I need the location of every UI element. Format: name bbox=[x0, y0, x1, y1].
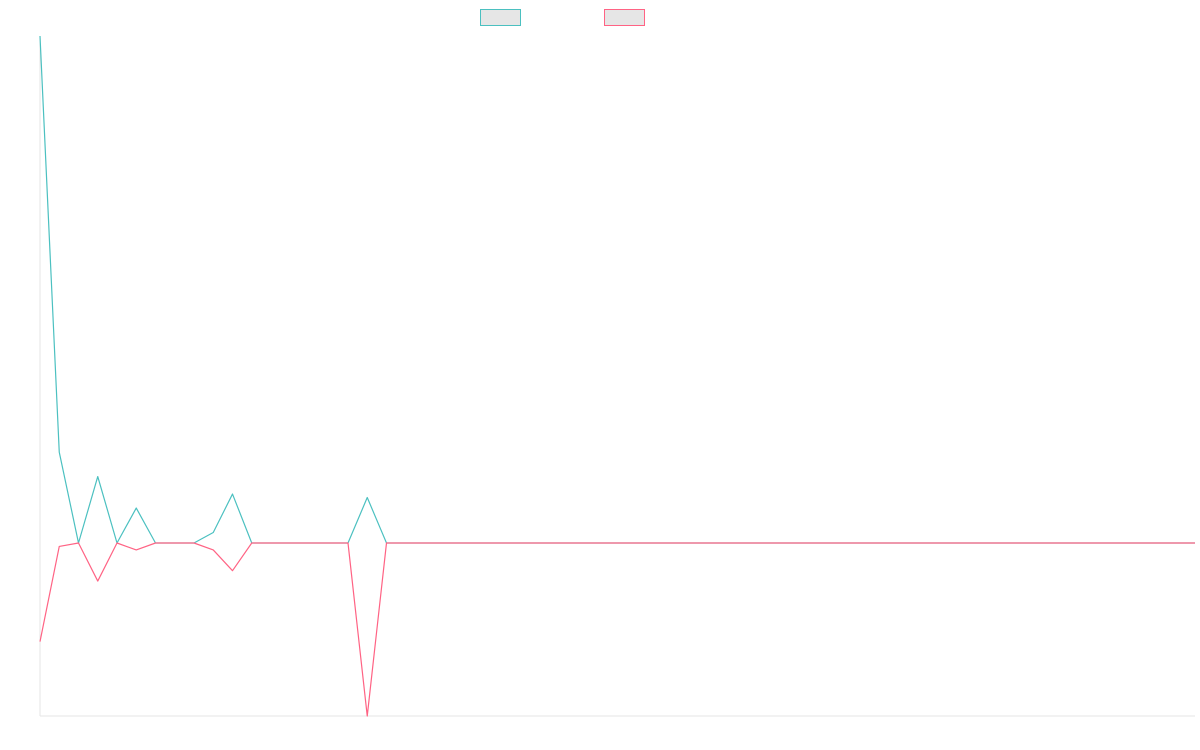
series-1-line bbox=[39, 35, 1195, 544]
legend-swatch-1 bbox=[480, 9, 521, 26]
series-2-line bbox=[39, 542, 1195, 717]
axes bbox=[39, 36, 1195, 717]
series-layer bbox=[39, 35, 1195, 717]
legend-swatch-2 bbox=[604, 9, 645, 26]
legend bbox=[480, 9, 645, 26]
